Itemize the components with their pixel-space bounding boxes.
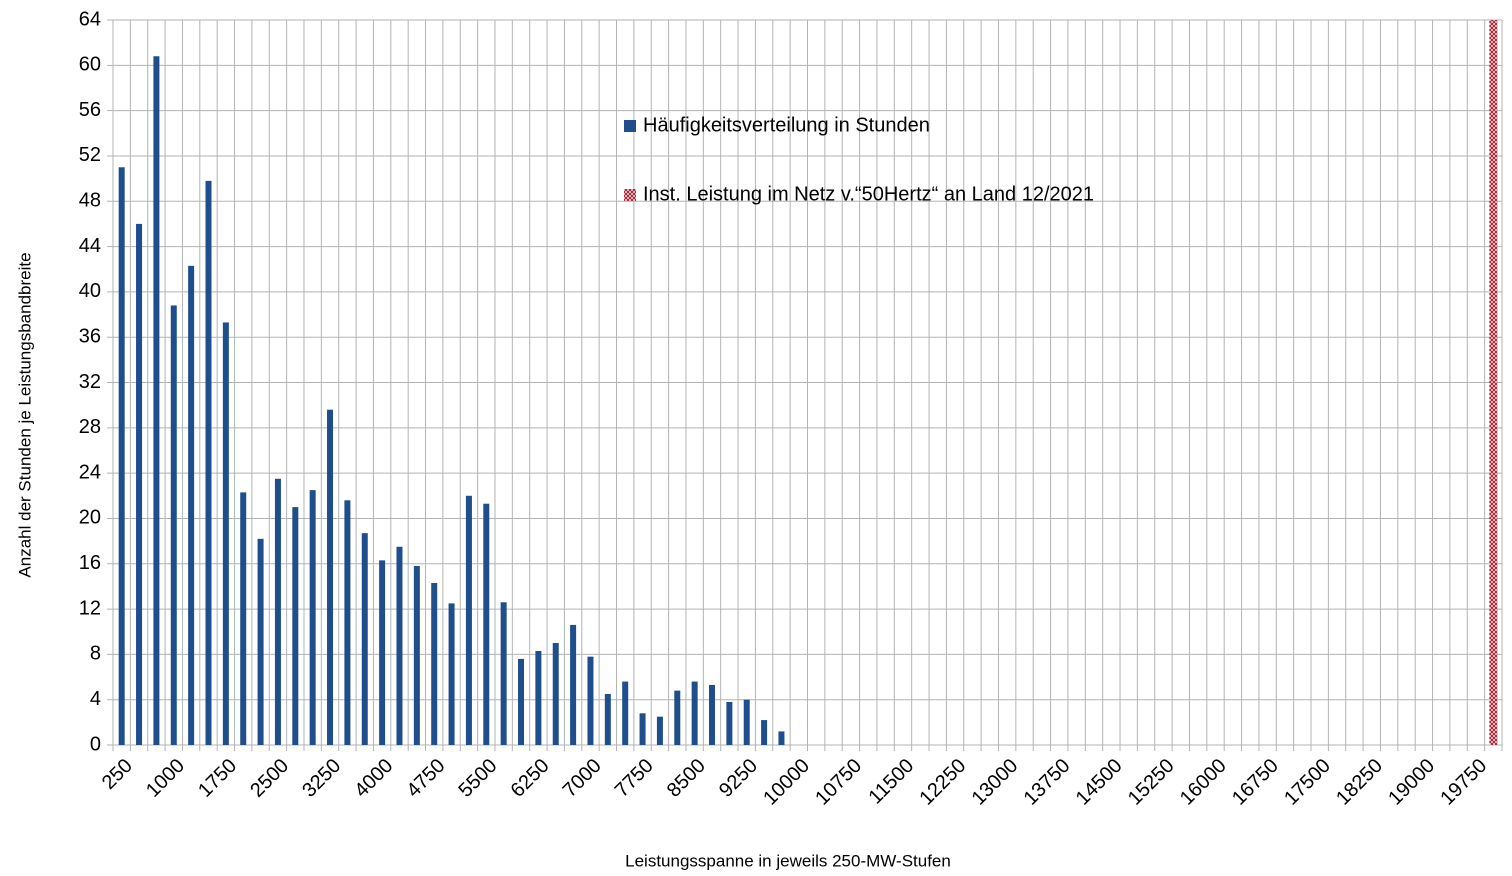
bar — [205, 180, 212, 745]
bar — [257, 538, 264, 745]
x-tick-label: 5500 — [455, 755, 502, 802]
legend-swatch — [624, 120, 636, 132]
y-tick-label: 0 — [90, 733, 101, 755]
x-tick-label: 4000 — [350, 755, 397, 802]
x-tick-label: 12250 — [915, 755, 970, 810]
x-tick-label: 6250 — [507, 755, 554, 802]
bar — [639, 713, 646, 745]
x-tick-label: 9250 — [715, 755, 762, 802]
x-tick-label: 7000 — [559, 755, 606, 802]
bar — [465, 495, 472, 745]
y-tick-label: 16 — [79, 552, 101, 574]
x-tick-label: 1000 — [142, 755, 189, 802]
x-tick-label: 250 — [98, 755, 137, 794]
bar — [570, 624, 577, 745]
x-tick-label: 16750 — [1228, 755, 1283, 810]
bar — [778, 731, 785, 745]
bar — [691, 681, 698, 745]
bar — [118, 167, 125, 745]
x-tick-label: 16000 — [1176, 755, 1231, 810]
bar — [535, 650, 542, 745]
bar — [274, 478, 281, 745]
x-tick-label: 8500 — [663, 755, 710, 802]
y-tick-label: 44 — [79, 235, 101, 257]
legend-label: Inst. Leistung im Netz v.“50Hertz“ an La… — [643, 183, 1094, 205]
x-tick-label: 17500 — [1280, 755, 1335, 810]
x-tick-label: 19750 — [1436, 755, 1491, 810]
bar — [552, 643, 559, 745]
bar — [413, 566, 420, 745]
y-tick-label: 4 — [90, 688, 101, 710]
x-tick-label: 18250 — [1332, 755, 1387, 810]
x-tick-label: 13000 — [968, 755, 1023, 810]
bar — [674, 690, 681, 745]
y-tick-label: 52 — [79, 144, 101, 166]
x-tick-label: 1750 — [194, 755, 241, 802]
bar — [327, 409, 334, 745]
x-tick-label: 11500 — [864, 755, 918, 809]
bar — [518, 658, 525, 745]
legend-swatch — [624, 189, 636, 201]
bar — [500, 602, 507, 745]
y-tick-label: 56 — [79, 99, 101, 121]
x-tick-label: 13750 — [1020, 755, 1075, 810]
bar — [448, 603, 455, 745]
bar — [761, 720, 768, 745]
x-axis-title: Leistungsspanne in jeweils 250-MW-Stufen — [625, 851, 951, 870]
bar — [396, 546, 403, 745]
x-tick-label: 4750 — [402, 755, 449, 802]
x-tick-label: 7750 — [611, 755, 658, 802]
x-tick-label: 14500 — [1072, 755, 1127, 810]
y-tick-label: 40 — [79, 280, 101, 302]
bar — [309, 490, 316, 745]
bar — [153, 56, 160, 745]
y-tick-label: 60 — [79, 54, 101, 76]
bar — [344, 500, 351, 745]
y-tick-label: 8 — [90, 643, 101, 665]
y-tick-label: 64 — [79, 8, 101, 30]
bar — [170, 305, 177, 745]
bar — [483, 503, 490, 745]
y-tick-label: 48 — [79, 190, 101, 212]
bar — [743, 699, 750, 745]
bar — [431, 583, 438, 745]
x-tick-label: 15250 — [1124, 755, 1179, 810]
bar — [222, 322, 229, 745]
bar — [361, 533, 368, 745]
y-axis-title: Anzahl der Stunden je Leistungsbandbreit… — [15, 252, 34, 577]
y-tick-label: 12 — [79, 597, 101, 619]
x-tick-label: 3250 — [298, 755, 345, 802]
bar — [656, 716, 663, 745]
bar — [136, 223, 143, 745]
x-tick-label: 19000 — [1384, 755, 1439, 810]
bar — [587, 656, 594, 745]
y-tick-label: 28 — [79, 416, 101, 438]
y-tick-label: 24 — [79, 461, 101, 483]
legend-label: Häufigkeitsverteilung in Stunden — [643, 114, 930, 136]
x-tick-label: 10750 — [811, 755, 866, 810]
bar — [622, 681, 629, 745]
bar — [726, 701, 733, 745]
x-tick-label: 2500 — [246, 755, 293, 802]
bar — [709, 684, 716, 745]
bar — [379, 560, 386, 745]
bar — [188, 265, 195, 745]
bar — [292, 507, 299, 745]
y-tick-label: 20 — [79, 507, 101, 529]
y-tick-label: 32 — [79, 371, 101, 393]
bar — [240, 492, 247, 745]
bar — [604, 694, 611, 745]
bar — [1489, 20, 1498, 745]
y-tick-label: 36 — [79, 325, 101, 347]
x-tick-label: 10000 — [759, 755, 814, 810]
